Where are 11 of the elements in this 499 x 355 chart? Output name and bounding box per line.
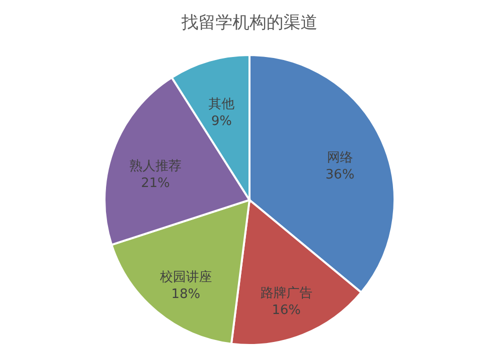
slice-label: 熟人推荐 [129,159,182,174]
data-label: 36% [326,167,354,182]
slice-label: 其他 [208,96,235,112]
data-label: 18% [171,287,200,302]
slice-label: 网络 [326,150,353,166]
chart-title: 找留学机构的渠道 [180,13,318,33]
slice-label: 路牌广告 [260,286,312,301]
slice-label: 校园讲座 [158,269,212,286]
data-label: 16% [272,302,301,318]
data-label: 9% [211,114,232,129]
data-label: 21% [140,176,170,192]
